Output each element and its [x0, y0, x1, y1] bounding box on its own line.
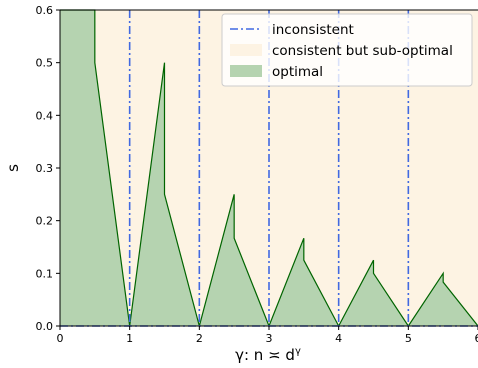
y-tick-label: 0.0 — [36, 320, 54, 333]
legend-swatch-patch — [230, 65, 262, 77]
x-tick-label: 0 — [57, 332, 64, 345]
x-axis-label-exponent: γ — [295, 346, 301, 357]
legend-label: optimal — [272, 64, 323, 80]
x-tick-label: 3 — [266, 332, 273, 345]
y-axis: 0.0 0.1 0.2 0.3 0.4 0.5 0.6 — [36, 4, 61, 333]
legend-item: consistent but sub-optimal — [230, 43, 453, 59]
legend-label: consistent but sub-optimal — [272, 43, 453, 59]
legend-item: inconsistent — [230, 22, 354, 38]
y-tick-label: 0.4 — [36, 109, 54, 122]
x-tick-label: 1 — [126, 332, 133, 345]
x-axis-label: γ: n ≍ dγ — [235, 346, 301, 364]
legend-box — [221, 13, 473, 87]
x-tick-label: 2 — [196, 332, 203, 345]
y-tick-label: 0.6 — [36, 4, 54, 17]
legend: inconsistent consistent but sub-optimal op… — [221, 13, 473, 87]
y-tick-label: 0.3 — [36, 162, 54, 175]
x-tick-label: 4 — [335, 332, 342, 345]
legend-item: optimal — [230, 64, 323, 80]
legend-swatch-patch — [230, 44, 262, 56]
y-tick-label: 0.5 — [36, 57, 54, 70]
x-axis: 0 1 2 3 4 5 6 — [57, 325, 478, 345]
y-tick-label: 0.2 — [36, 215, 54, 228]
x-tick-label: 6 — [475, 332, 478, 345]
legend-label: inconsistent — [272, 22, 354, 38]
x-tick-label: 5 — [405, 332, 412, 345]
x-axis-label-base: γ: n ≍ d — [235, 346, 295, 364]
y-tick-label: 0.1 — [36, 267, 54, 280]
y-axis-label: s — [4, 164, 22, 172]
